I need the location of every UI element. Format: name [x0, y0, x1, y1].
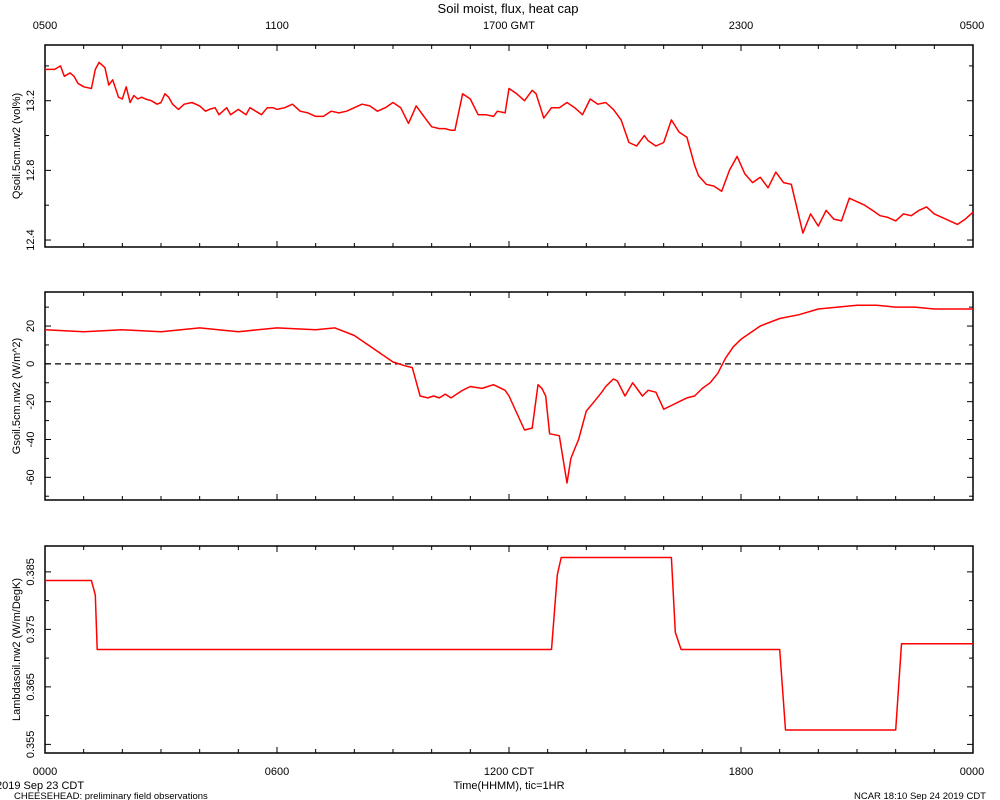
y-tick-label: 0.385: [25, 558, 37, 586]
y-axis-label: Qsoil.5cm.nw2 (vol%): [11, 93, 23, 199]
bottom-tick-label: 1800: [729, 766, 753, 778]
bottom-tick-label: 0600: [265, 766, 289, 778]
y-tick-label: 0.355: [25, 731, 37, 759]
bottom-tick-label: 0000: [960, 766, 984, 778]
y-tick-label: 0: [25, 361, 37, 367]
date-label: 2019 Sep 23 CDT: [0, 780, 84, 792]
y-tick-label: -60: [25, 469, 37, 485]
bottom-tick-label: 1200 CDT: [484, 766, 534, 778]
top-tick-label: 1100: [265, 20, 289, 32]
top-tick-label: 2300: [729, 20, 753, 32]
y-tick-label: -40: [25, 432, 37, 448]
y-tick-label: -20: [25, 394, 37, 410]
y-axis-label: Lambdasoil.nw2 (W/m/DegK): [11, 578, 23, 721]
footer-right: NCAR 18:10 Sep 24 2019 CDT: [854, 791, 986, 800]
top-tick-label: 0500: [33, 20, 57, 32]
y-tick-label: 12.4: [25, 229, 37, 250]
y-tick-label: 13.2: [25, 90, 37, 111]
bottom-tick-label: 0000: [33, 766, 57, 778]
top-tick-label: 1700 GMT: [483, 20, 535, 32]
y-tick-label: 12.8: [25, 160, 37, 181]
y-axis-label: Gsoil.5cm.nw2 (W/m^2): [11, 338, 23, 454]
y-tick-label: 0.375: [25, 616, 37, 644]
x-axis-label: Time(HHMM), tic=1HR: [453, 780, 564, 792]
series-line: [44, 304, 973, 484]
series-line: [45, 556, 973, 731]
plot-frame: [44, 44, 974, 248]
y-tick-label: 0.365: [25, 673, 37, 701]
series-line: [45, 61, 974, 234]
figure-title: Soil moist, flux, heat cap: [438, 1, 579, 16]
footer-left: CHEESEHEAD: preliminary field observatio…: [14, 791, 208, 800]
y-tick-label: 20: [25, 320, 37, 332]
top-tick-label: 0500: [960, 20, 984, 32]
